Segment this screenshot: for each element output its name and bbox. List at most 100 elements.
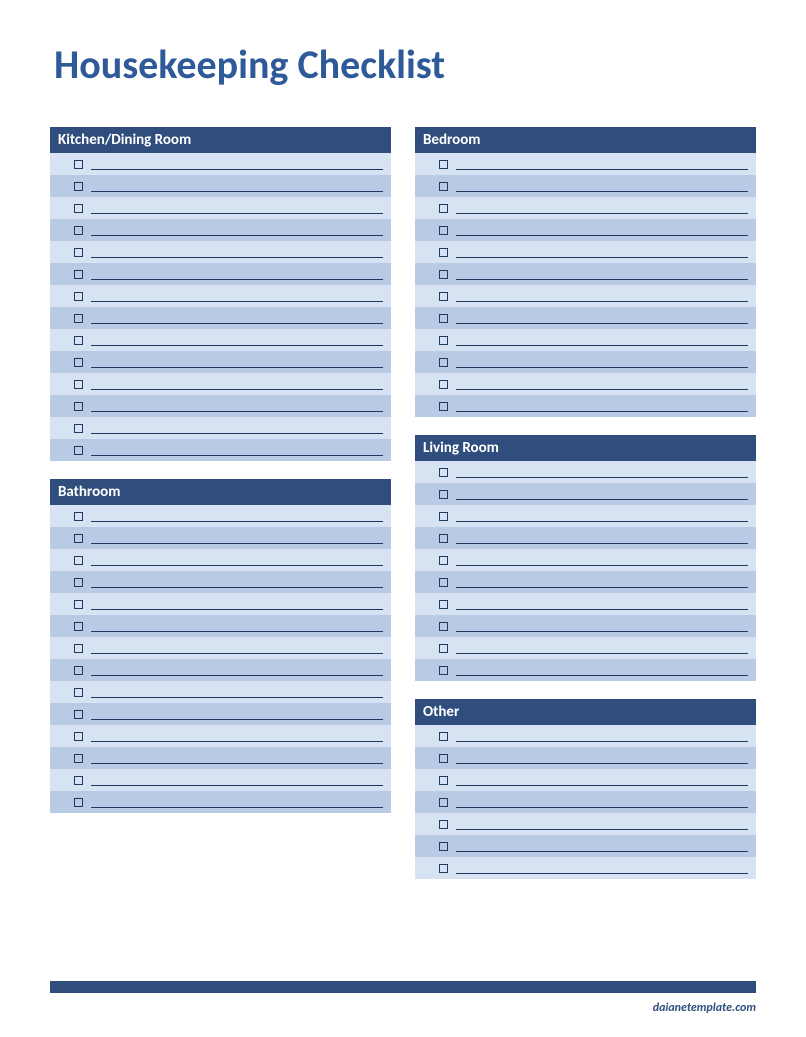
write-line: [456, 863, 748, 874]
checkbox-icon[interactable]: [439, 380, 448, 389]
checklist-row: [415, 373, 756, 395]
write-line: [456, 269, 748, 280]
checklist-row: [50, 659, 391, 681]
checklist-row: [415, 637, 756, 659]
columns-wrapper: Kitchen/Dining RoomBathroom BedroomLivin…: [50, 127, 756, 897]
checkbox-icon[interactable]: [74, 402, 83, 411]
checkbox-icon[interactable]: [439, 820, 448, 829]
checkbox-icon[interactable]: [439, 182, 448, 191]
checkbox-icon[interactable]: [439, 798, 448, 807]
checkbox-icon[interactable]: [439, 512, 448, 521]
write-line: [91, 797, 383, 808]
checkbox-icon[interactable]: [74, 754, 83, 763]
checkbox-icon[interactable]: [74, 666, 83, 675]
checklist-row: [415, 725, 756, 747]
checkbox-icon[interactable]: [74, 182, 83, 191]
checkbox-icon[interactable]: [74, 622, 83, 631]
checkbox-icon[interactable]: [74, 776, 83, 785]
write-line: [456, 643, 748, 654]
checkbox-icon[interactable]: [74, 798, 83, 807]
checklist-row: [415, 219, 756, 241]
write-line: [91, 269, 383, 280]
checkbox-icon[interactable]: [439, 556, 448, 565]
checkbox-icon[interactable]: [439, 534, 448, 543]
checkbox-icon[interactable]: [74, 710, 83, 719]
checkbox-icon[interactable]: [439, 402, 448, 411]
write-line: [91, 203, 383, 214]
checkbox-icon[interactable]: [439, 204, 448, 213]
checklist-row: [50, 219, 391, 241]
section-header: Kitchen/Dining Room: [50, 127, 391, 153]
checkbox-icon[interactable]: [439, 490, 448, 499]
checkbox-icon[interactable]: [74, 512, 83, 521]
checkbox-icon[interactable]: [439, 578, 448, 587]
checkbox-icon[interactable]: [74, 380, 83, 389]
checklist-row: [50, 417, 391, 439]
checkbox-icon[interactable]: [439, 160, 448, 169]
checkbox-icon[interactable]: [439, 226, 448, 235]
checklist-row: [415, 505, 756, 527]
checkbox-icon[interactable]: [74, 732, 83, 741]
checklist-row: [50, 241, 391, 263]
checkbox-icon[interactable]: [74, 688, 83, 697]
write-line: [456, 357, 748, 368]
checkbox-icon[interactable]: [74, 248, 83, 257]
write-line: [91, 225, 383, 236]
section-header: Living Room: [415, 435, 756, 461]
checkbox-icon[interactable]: [74, 600, 83, 609]
write-line: [456, 225, 748, 236]
checkbox-icon[interactable]: [74, 160, 83, 169]
checklist-row: [415, 241, 756, 263]
checkbox-icon[interactable]: [74, 644, 83, 653]
write-line: [456, 841, 748, 852]
checklist-row: [415, 571, 756, 593]
checkbox-icon[interactable]: [74, 578, 83, 587]
checkbox-icon[interactable]: [74, 204, 83, 213]
checklist-row: [50, 395, 391, 417]
checkbox-icon[interactable]: [439, 468, 448, 477]
checkbox-icon[interactable]: [439, 358, 448, 367]
write-line: [456, 313, 748, 324]
write-line: [456, 247, 748, 258]
write-line: [91, 511, 383, 522]
checkbox-icon[interactable]: [74, 270, 83, 279]
checkbox-icon[interactable]: [74, 424, 83, 433]
checkbox-icon[interactable]: [74, 314, 83, 323]
checkbox-icon[interactable]: [439, 600, 448, 609]
write-line: [456, 599, 748, 610]
checklist-row: [50, 703, 391, 725]
checklist-row: [415, 813, 756, 835]
checkbox-icon[interactable]: [439, 270, 448, 279]
write-line: [91, 533, 383, 544]
checkbox-icon[interactable]: [74, 226, 83, 235]
checkbox-icon[interactable]: [74, 358, 83, 367]
checkbox-icon[interactable]: [74, 556, 83, 565]
checkbox-icon[interactable]: [74, 534, 83, 543]
checklist-row: [415, 197, 756, 219]
checkbox-icon[interactable]: [439, 666, 448, 675]
checkbox-icon[interactable]: [74, 336, 83, 345]
write-line: [456, 819, 748, 830]
checkbox-icon[interactable]: [439, 292, 448, 301]
checkbox-icon[interactable]: [439, 644, 448, 653]
checklist-row: [50, 373, 391, 395]
checkbox-icon[interactable]: [439, 842, 448, 851]
checkbox-icon[interactable]: [74, 446, 83, 455]
checkbox-icon[interactable]: [439, 776, 448, 785]
checkbox-icon[interactable]: [439, 314, 448, 323]
checkbox-icon[interactable]: [439, 336, 448, 345]
column-right: BedroomLiving RoomOther: [415, 127, 756, 897]
section-other: Other: [415, 699, 756, 879]
write-line: [456, 621, 748, 632]
checkbox-icon[interactable]: [439, 864, 448, 873]
checkbox-icon[interactable]: [74, 292, 83, 301]
checkbox-icon[interactable]: [439, 732, 448, 741]
write-line: [91, 357, 383, 368]
checkbox-icon[interactable]: [439, 248, 448, 257]
write-line: [91, 687, 383, 698]
write-line: [456, 335, 748, 346]
write-line: [456, 489, 748, 500]
write-line: [91, 335, 383, 346]
checkbox-icon[interactable]: [439, 754, 448, 763]
checkbox-icon[interactable]: [439, 622, 448, 631]
